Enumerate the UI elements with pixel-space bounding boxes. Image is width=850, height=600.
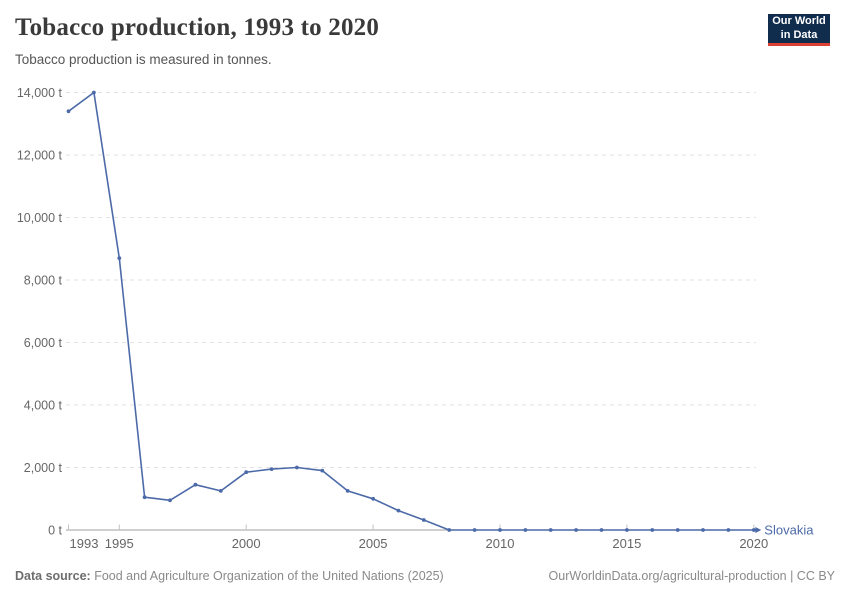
x-axis-tick-label: 1995	[105, 536, 134, 551]
y-axis-tick-label: 10,000 t	[17, 211, 63, 225]
data-point[interactable]	[574, 528, 578, 532]
data-point[interactable]	[751, 528, 756, 532]
data-point[interactable]	[498, 528, 502, 532]
data-point[interactable]	[396, 508, 401, 513]
owid-logo[interactable]: Our World in Data	[768, 14, 830, 46]
data-point[interactable]	[421, 518, 426, 522]
y-axis-tick-label: 8,000 t	[24, 274, 63, 288]
data-source-label: Data source:	[15, 569, 91, 583]
x-axis-tick-label: 2020	[739, 536, 768, 551]
y-axis-tick-label: 12,000 t	[17, 149, 63, 163]
y-axis-tick-label: 0 t	[48, 524, 62, 538]
x-axis-tick-label: 2000	[232, 536, 261, 551]
data-source-text: Food and Agriculture Organization of the…	[90, 569, 444, 583]
data-point[interactable]	[650, 528, 655, 532]
y-axis-tick-label: 6,000 t	[24, 336, 63, 350]
data-point[interactable]	[701, 528, 705, 532]
entity-label[interactable]: Slovakia	[764, 523, 814, 538]
data-point[interactable]	[625, 528, 629, 532]
data-point[interactable]	[599, 528, 604, 532]
data-point[interactable]	[92, 90, 96, 95]
y-axis-tick-label: 4,000 t	[24, 399, 63, 413]
x-axis-tick-label: 2015	[612, 536, 641, 551]
data-point[interactable]	[295, 465, 299, 470]
data-point[interactable]	[548, 528, 553, 532]
y-axis-tick-label: 2,000 t	[24, 461, 63, 475]
chart-title: Tobacco production, 1993 to 2020	[15, 14, 380, 41]
data-point[interactable]	[117, 256, 122, 260]
data-point[interactable]	[244, 470, 249, 475]
data-point[interactable]	[472, 528, 477, 532]
data-point[interactable]	[447, 528, 452, 532]
line-end-arrow-icon	[755, 527, 762, 533]
data-point[interactable]	[193, 482, 198, 487]
data-point[interactable]	[320, 468, 325, 473]
data-point[interactable]	[345, 489, 350, 493]
data-point[interactable]	[168, 498, 172, 503]
data-point[interactable]	[726, 528, 731, 532]
data-point[interactable]	[523, 528, 528, 532]
owid-logo-line2: in Data	[780, 28, 818, 41]
data-point[interactable]	[218, 489, 223, 493]
data-point[interactable]	[269, 467, 274, 471]
data-point[interactable]	[142, 495, 147, 500]
x-axis-tick-label: 2005	[359, 536, 388, 551]
data-point[interactable]	[371, 496, 375, 501]
x-axis-tick-label: 1993	[70, 536, 99, 551]
chart-subtitle: Tobacco production is measured in tonnes…	[15, 52, 272, 67]
y-axis-tick-label: 14,000 t	[17, 86, 63, 100]
owid-url-license-link[interactable]: OurWorldinData.org/agricultural-producti…	[548, 569, 835, 583]
chart-footer: Data source: Food and Agriculture Organi…	[15, 569, 835, 583]
data-line-slovakia[interactable]	[67, 91, 755, 531]
data-point[interactable]	[66, 109, 71, 114]
data-point[interactable]	[675, 528, 680, 532]
x-axis-tick-label: 2010	[486, 536, 515, 551]
owid-logo-line1: Our World	[772, 14, 826, 27]
data-source-note: Data source: Food and Agriculture Organi…	[15, 569, 444, 583]
